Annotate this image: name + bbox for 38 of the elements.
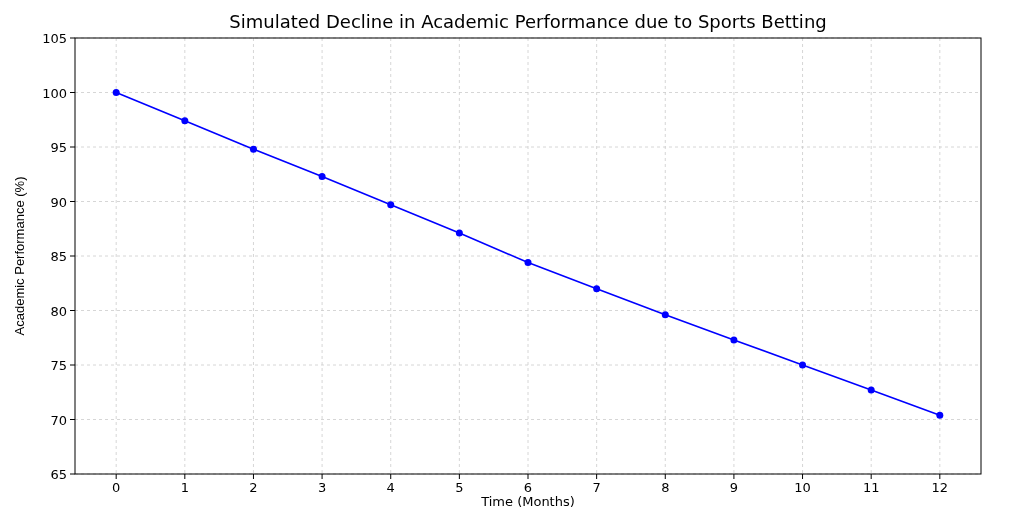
x-tick-label: 4 [386, 480, 395, 495]
y-tick-label: 95 [50, 140, 67, 155]
x-tick-label: 9 [729, 480, 739, 495]
point [524, 259, 532, 267]
point [867, 386, 875, 394]
point [455, 229, 463, 237]
x-tick-label: 7 [592, 480, 601, 495]
point [181, 117, 189, 125]
x-axis-title: Time (Months) [480, 494, 575, 509]
y-axis-title: Academic Performance (%) [12, 176, 27, 336]
y-tick-label: 105 [42, 31, 67, 46]
y-tick-label: 70 [50, 412, 67, 428]
point [318, 172, 326, 180]
y-tick-label: 90 [50, 194, 67, 210]
y-tick-label: 65 [50, 467, 67, 482]
x-tick-label: 5 [455, 480, 464, 495]
x-tick-label: 1 [180, 480, 189, 495]
x-tick-label: 2 [249, 480, 258, 495]
x-tick-label: 6 [523, 480, 533, 495]
chart-title: Simulated Decline in Academic Performance due to Sports Betting [229, 11, 827, 32]
point [387, 201, 395, 209]
point [730, 336, 738, 344]
x-tick-label: 8 [661, 480, 670, 495]
x-tick-label: 12 [931, 480, 949, 495]
point [799, 361, 807, 369]
point [249, 145, 257, 153]
x-tick-label: 0 [112, 480, 121, 495]
x-tick-label: 11 [862, 480, 880, 495]
y-tick-label: 85 [50, 249, 67, 264]
y-tick-label: 75 [50, 358, 67, 373]
point [936, 411, 944, 419]
x-tick-label: 10 [794, 480, 811, 495]
y-tick-label: 80 [50, 303, 67, 319]
x-tick-label: 3 [317, 480, 327, 495]
point [661, 311, 669, 319]
point [593, 285, 601, 293]
y-tick-label: 100 [42, 85, 67, 101]
point [112, 89, 120, 96]
